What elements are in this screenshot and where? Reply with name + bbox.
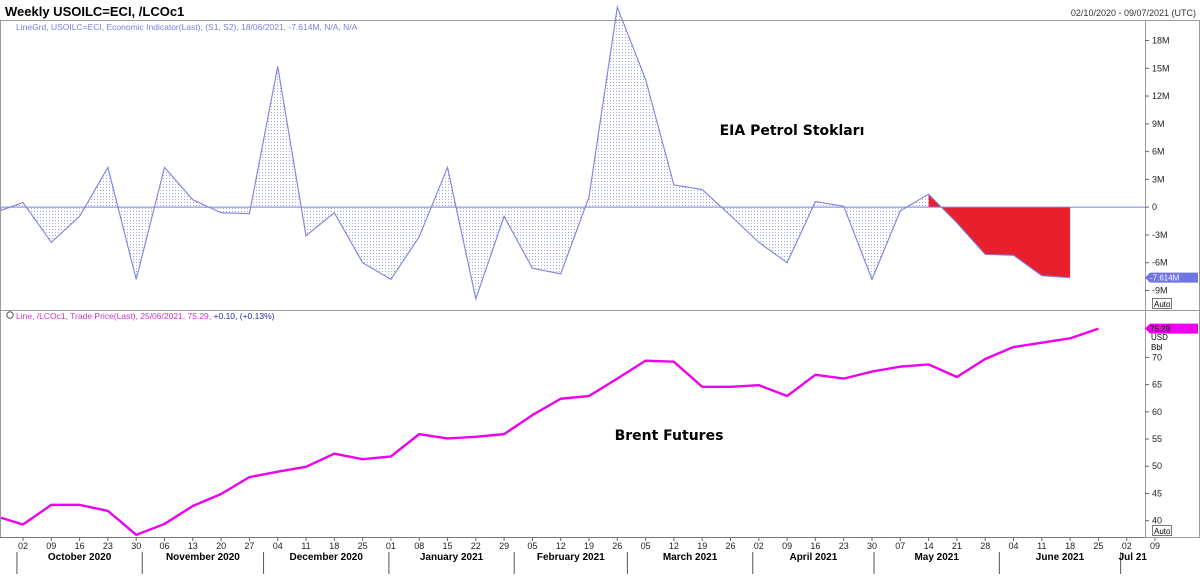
x-day-tick-label: 25 xyxy=(358,541,368,551)
x-day-tick-label: 13 xyxy=(188,541,198,551)
svg-text:Line, /LCOc1, Trade Price(Last: Line, /LCOc1, Trade Price(Last), 25/06/2… xyxy=(16,311,275,321)
bottom-auto-label: Auto xyxy=(1154,527,1171,536)
x-day-tick-label: 04 xyxy=(1008,541,1018,551)
x-month-label: December 2020 xyxy=(290,552,364,563)
x-month-label: November 2020 xyxy=(166,552,240,563)
bottom-legend: Line, /LCOc1, Trade Price(Last), 25/06/2… xyxy=(6,311,275,321)
bottom-y-tick-label: 70 xyxy=(1152,352,1162,362)
bottom-y-tick-label: 60 xyxy=(1152,407,1162,417)
brent-series-line xyxy=(0,327,1099,537)
x-day-tick-label: 09 xyxy=(782,541,792,551)
unit-label-usd: USD xyxy=(1151,333,1168,342)
settings-icon[interactable] xyxy=(6,311,14,319)
top-auto-scale[interactable]: Auto xyxy=(1152,298,1172,310)
x-day-tick-label: 30 xyxy=(867,541,877,551)
brent-line xyxy=(0,327,1099,537)
top-y-tick-label: -3M xyxy=(1152,230,1168,240)
x-month-label: Jul 21 xyxy=(1119,552,1148,563)
x-day-tick-label: 21 xyxy=(952,541,962,551)
x-month-label: April 2021 xyxy=(789,552,837,563)
stocks-area-fill xyxy=(1,7,929,299)
x-day-tick-label: 15 xyxy=(442,541,452,551)
top-last-value-badge: -7.614M xyxy=(1145,272,1198,283)
bottom-auto-scale[interactable]: Auto xyxy=(1152,525,1172,537)
top-last-value: -7.614M xyxy=(1150,274,1180,283)
x-month-label: March 2021 xyxy=(663,552,718,563)
x-day-tick-label: 25 xyxy=(1093,541,1103,551)
x-month-label: February 2021 xyxy=(537,552,605,563)
x-day-tick-label: 07 xyxy=(895,541,905,551)
x-day-tick-label: 05 xyxy=(527,541,537,551)
bottom-legend-change: +0.10, (+0.13%) xyxy=(214,311,275,321)
stocks-line xyxy=(0,5,1071,301)
bottom-legend-text: Line, /LCOc1, Trade Price(Last), 25/06/2… xyxy=(16,311,214,321)
unit-label-bbl: Bbl xyxy=(1151,343,1163,352)
x-day-tick-label: 12 xyxy=(556,541,566,551)
x-day-tick-label: 27 xyxy=(244,541,254,551)
x-day-tick-label: 18 xyxy=(1065,541,1075,551)
x-month-label: January 2021 xyxy=(420,552,484,563)
x-day-tick-label: 01 xyxy=(386,541,396,551)
x-day-tick-label: 06 xyxy=(159,541,169,551)
x-day-tick-label: 02 xyxy=(18,541,28,551)
bottom-y-tick-label: 45 xyxy=(1152,488,1162,498)
x-day-tick-label: 09 xyxy=(46,541,56,551)
top-y-tick-label: 9M xyxy=(1152,119,1165,129)
x-day-tick-label: 23 xyxy=(839,541,849,551)
top-y-tick-label: 12M xyxy=(1152,91,1170,101)
x-day-tick-label: 02 xyxy=(754,541,764,551)
x-day-tick-label: 05 xyxy=(641,541,651,551)
x-month-label: October 2020 xyxy=(48,552,112,563)
x-day-tick-label: 12 xyxy=(669,541,679,551)
brent-annotation: Brent Futures xyxy=(615,428,724,444)
top-y-tick-label: 6M xyxy=(1152,147,1165,157)
x-day-tick-label: 14 xyxy=(924,541,934,551)
bottom-y-tick-label: 65 xyxy=(1152,380,1162,390)
x-month-label: June 2021 xyxy=(1036,552,1085,563)
top-legend: LineGrd, USOILC=ECI, Economic Indicator(… xyxy=(16,22,358,32)
x-day-tick-label: 26 xyxy=(725,541,735,551)
bottom-y-axis: 70 65 60 55 50 45 40 xyxy=(1145,352,1162,526)
chart-title: Weekly USOILC=ECI, /LCOc1 xyxy=(5,4,184,19)
stocks-highlight-fill xyxy=(928,194,1071,278)
bottom-y-tick-label: 40 xyxy=(1152,516,1162,526)
top-auto-label: Auto xyxy=(1154,300,1171,309)
top-y-axis: 18M 15M 12M 9M 6M 3M 0 -3M -6M -9M xyxy=(1145,36,1170,295)
x-day-tick-label: 09 xyxy=(1150,541,1160,551)
x-day-tick-label: 18 xyxy=(329,541,339,551)
date-range: 02/10/2020 - 09/07/2021 (UTC) xyxy=(1071,8,1196,18)
bottom-last-value-badge: 75.29 xyxy=(1145,323,1198,334)
bottom-panel-frame xyxy=(0,310,1200,538)
x-day-tick-label: 11 xyxy=(301,541,310,551)
top-y-tick-label: 18M xyxy=(1152,36,1170,46)
top-y-tick-label: -6M xyxy=(1152,258,1168,268)
top-y-tick-label: -9M xyxy=(1152,285,1168,295)
x-day-tick-label: 11 xyxy=(1037,541,1046,551)
x-day-tick-label: 22 xyxy=(471,541,481,551)
x-day-tick-label: 29 xyxy=(499,541,509,551)
x-day-tick-label: 16 xyxy=(75,541,85,551)
bottom-y-tick-label: 50 xyxy=(1152,461,1162,471)
x-day-tick-label: 02 xyxy=(1122,541,1132,551)
top-y-tick-label: 3M xyxy=(1152,174,1165,184)
x-day-tick-label: 08 xyxy=(414,541,424,551)
x-day-tick-label: 19 xyxy=(584,541,594,551)
stocks-annotation: EIA Petrol Stokları xyxy=(720,123,865,139)
x-day-tick-label: 28 xyxy=(980,541,990,551)
bottom-last-value: 75.29 xyxy=(1150,325,1171,334)
x-day-tick-label: 23 xyxy=(103,541,113,551)
top-y-tick-label: 0 xyxy=(1152,202,1157,212)
x-axis: 02 09 16 23 30 06 13 20 27 04 11 18 25 01 08 15 22 29 05 12… xyxy=(0,537,1160,574)
stocks-series-line xyxy=(0,5,1071,301)
x-day-tick-label: 20 xyxy=(216,541,226,551)
x-day-tick-label: 04 xyxy=(273,541,283,551)
x-day-tick-label: 30 xyxy=(131,541,141,551)
x-day-tick-label: 16 xyxy=(810,541,820,551)
top-y-tick-label: 15M xyxy=(1152,63,1170,73)
x-day-tick-label: 19 xyxy=(697,541,707,551)
x-day-tick-label: 26 xyxy=(612,541,622,551)
bottom-y-tick-label: 55 xyxy=(1152,434,1162,444)
x-month-label: May 2021 xyxy=(914,552,959,563)
